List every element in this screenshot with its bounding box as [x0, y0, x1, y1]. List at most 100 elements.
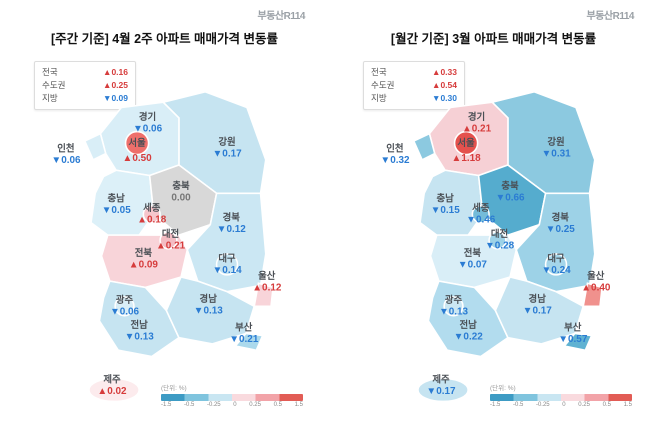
trend-arrow-icon: ▼ [495, 193, 505, 204]
summary-value: ▲0.16 [103, 66, 128, 79]
region-name: 울산 [258, 270, 276, 281]
color-scale-legend: (단위: %) -1.5 -0.5 -0.25 0 0.25 0.5 1.5 [490, 382, 632, 408]
summary-row-provinces: 지방 ▼0.09 [42, 92, 128, 105]
region-name: 경기 [468, 111, 485, 122]
trend-arrow-icon: ▲ [97, 386, 107, 397]
region-sejong [142, 205, 161, 224]
summary-box: 전국 ▲0.33 수도권 ▲0.54 지방 ▼0.30 [363, 61, 465, 110]
region-name: 제주 [432, 374, 450, 385]
region-value: ▲0.18 [137, 215, 167, 226]
trend-arrow-icon: ▼ [541, 265, 551, 276]
trend-arrow-icon: ▲ [129, 260, 139, 271]
region-name: 대구 [547, 252, 565, 263]
region-value: ▼0.14 [212, 265, 242, 276]
summary-row-metro: 수도권 ▲0.54 [371, 79, 457, 92]
color-scale-legend: (단위: %) -1.5 -0.5 -0.25 0 0.25 0.5 1.5 [161, 382, 303, 408]
region-busan [233, 332, 264, 352]
panel-title: [월간 기준] 3월 아파트 매매가격 변동률 [390, 32, 597, 46]
region-gwangju [443, 296, 464, 317]
trend-arrow-icon: ▼ [110, 307, 120, 318]
trend-arrow-icon: ▼ [380, 155, 390, 166]
summary-box: 전국 ▲0.16 수도권 ▲0.25 지방 ▼0.09 [34, 61, 136, 110]
panel-monthly: 부동산R114 [월간 기준] 3월 아파트 매매가격 변동률 전국 ▲0.33… [329, 0, 658, 424]
region-incheon [83, 132, 107, 161]
region-value: ▲1.18 [452, 153, 482, 164]
region-name: 인천 [57, 142, 74, 153]
summary-number: 0.16 [111, 67, 128, 77]
scale-tick: -0.25 [535, 402, 550, 408]
scale-gradient-bar [490, 394, 632, 401]
region-value: ▼0.31 [541, 149, 571, 160]
summary-row-metro: 수도권 ▲0.25 [42, 79, 128, 92]
trend-arrow-icon: ▼ [454, 332, 464, 343]
summary-label: 전국 [42, 67, 58, 77]
summary-number: 0.30 [440, 93, 457, 103]
region-value: ▼0.06 [51, 155, 81, 166]
region-value: ▼0.25 [546, 224, 576, 235]
trend-arrow-icon: ▼ [217, 224, 227, 235]
region-value: ▼0.46 [466, 215, 496, 226]
trend-arrow-icon: ▼ [439, 307, 449, 318]
region-name: 전남 [460, 319, 478, 330]
region-jeju [88, 377, 140, 403]
trend-arrow-icon: ▼ [523, 306, 533, 317]
summary-label: 전국 [371, 67, 387, 77]
trend-arrow-icon: ▼ [212, 149, 222, 160]
region-value: ▼0.24 [541, 265, 571, 276]
region-name: 광주 [445, 294, 463, 305]
region-value: ▼0.12 [217, 224, 247, 235]
region-value: ▼0.17 [212, 149, 242, 160]
region-name: 경북 [223, 211, 241, 222]
region-value: ▲0.50 [123, 153, 153, 164]
region-jeju [417, 377, 469, 403]
trend-arrow-icon: ▼ [466, 215, 476, 226]
summary-number: 0.25 [111, 80, 128, 90]
summary-value: ▲0.33 [432, 66, 457, 79]
region-value: ▼0.06 [110, 307, 140, 318]
region-value: ▼0.05 [102, 205, 132, 216]
trend-arrow-icon: ▲ [103, 67, 112, 77]
scale-tick: 0 [233, 402, 237, 408]
region-value: ▲0.40 [581, 283, 611, 294]
region-name: 부산 [564, 321, 582, 332]
region-daejeon [488, 231, 507, 250]
region-value: ▼0.28 [485, 241, 515, 252]
trend-arrow-icon: ▼ [51, 155, 61, 166]
region-name: 강원 [547, 136, 564, 147]
region-value: ▼0.17 [426, 386, 456, 397]
scale-tick: -0.25 [206, 402, 221, 408]
region-gwangju [114, 296, 135, 317]
region-value: ▼0.57 [558, 334, 588, 345]
scale-tick: 1.5 [294, 402, 303, 408]
region-shapes [83, 90, 274, 403]
trend-arrow-icon: ▲ [432, 67, 441, 77]
summary-label: 지방 [42, 93, 58, 103]
trend-arrow-icon: ▼ [426, 386, 436, 397]
trend-arrow-icon: ▲ [137, 215, 147, 226]
region-name: 전남 [131, 319, 149, 330]
scale-ticks: -1.5 -0.5 -0.25 0 0.25 0.5 1.5 [161, 402, 303, 408]
region-value: ▼0.15 [431, 205, 461, 216]
scale-gradient-bar [161, 394, 303, 401]
trend-arrow-icon: ▼ [125, 332, 135, 343]
region-value: ▼0.32 [380, 155, 410, 166]
scale-tick: 0.25 [578, 402, 590, 408]
trend-arrow-icon: ▼ [194, 306, 204, 317]
region-name: 충북 [172, 180, 190, 191]
trend-arrow-icon: ▼ [485, 241, 495, 252]
trend-arrow-icon: ▼ [103, 93, 112, 103]
region-name: 서울 [128, 137, 146, 148]
summary-row-national: 전국 ▲0.16 [42, 66, 128, 79]
trend-arrow-icon: ▼ [458, 260, 468, 271]
korea-choropleth-map: 경기 ▲0.21 강원 ▼0.31 인천 ▼0.32 서울 ▲1.18 충북 ▼… [380, 90, 611, 403]
scale-tick: -0.5 [512, 402, 524, 408]
summary-value: ▼0.30 [432, 92, 457, 105]
region-value: ▲0.21 [462, 124, 492, 135]
summary-number: 0.09 [111, 93, 128, 103]
trend-arrow-icon: ▼ [431, 205, 441, 216]
region-name: 경남 [529, 293, 547, 304]
region-shapes [412, 90, 603, 403]
region-name: 세종 [143, 202, 161, 213]
summary-value: ▲0.25 [103, 79, 128, 92]
